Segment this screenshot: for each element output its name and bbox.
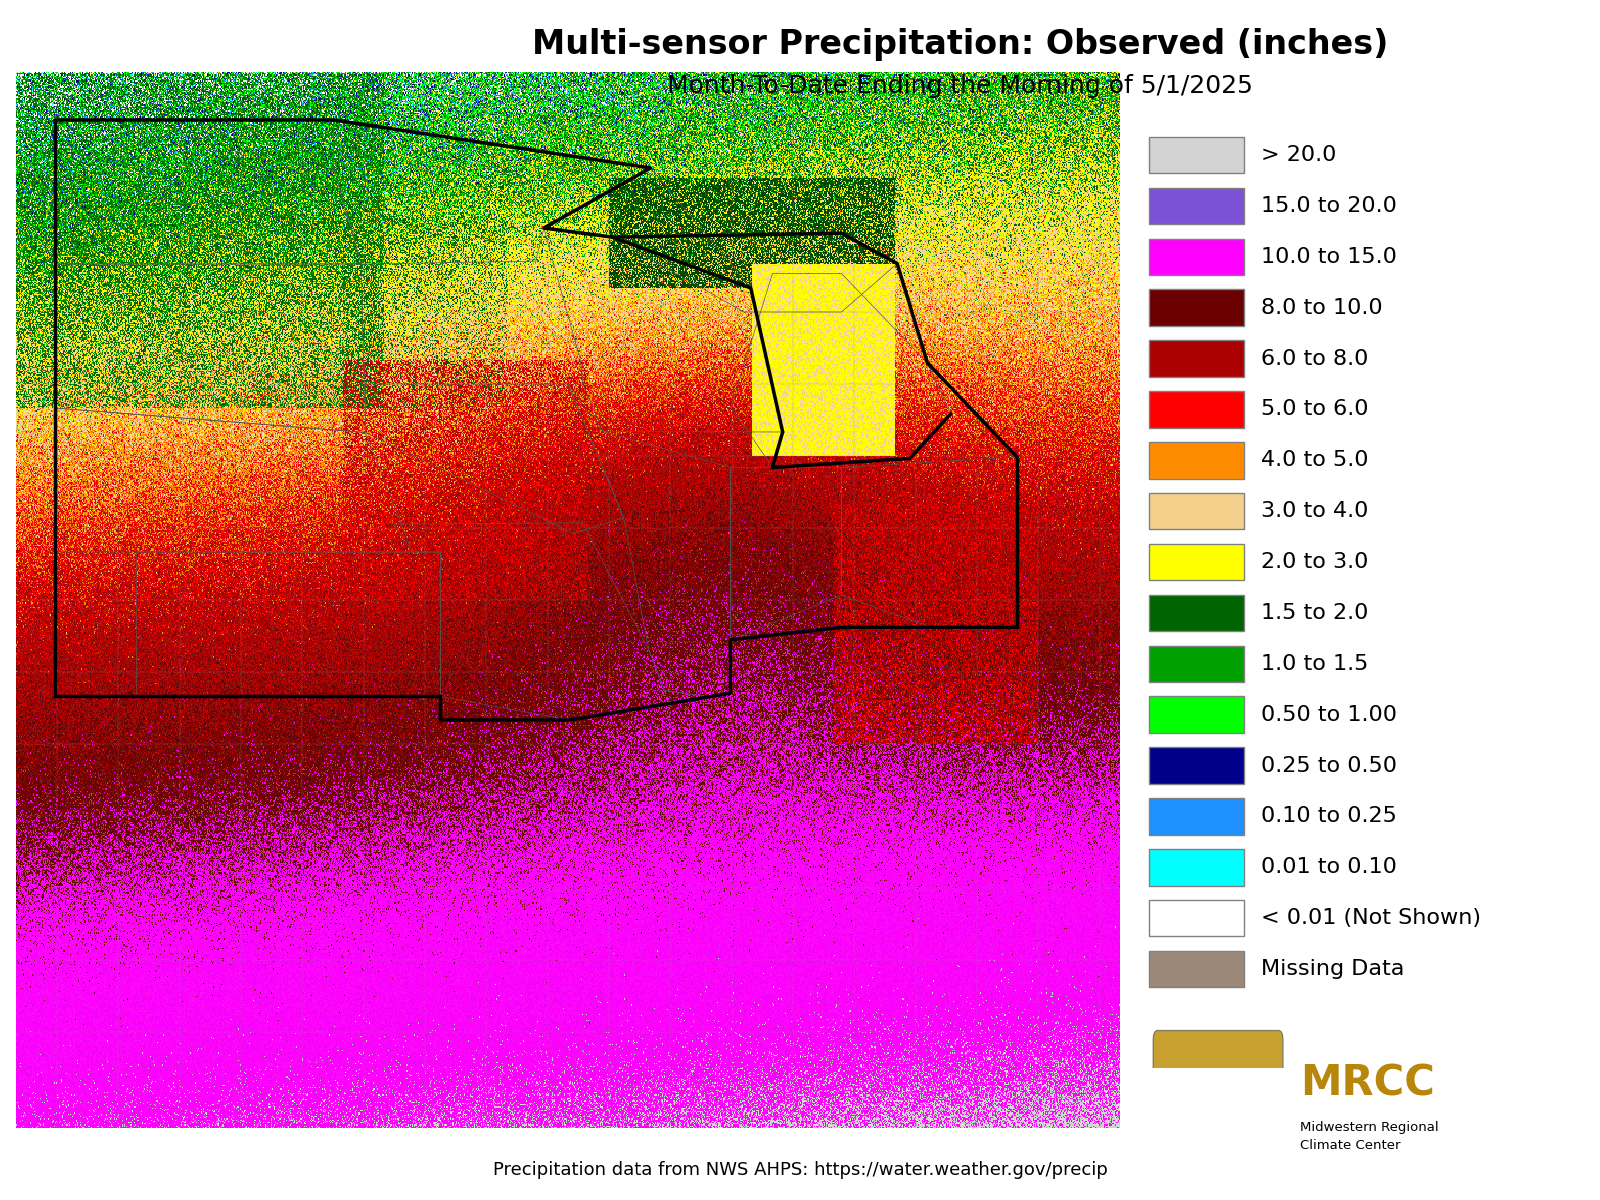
Bar — [1149, 748, 1245, 784]
Text: Precipitation data from NWS AHPS: https://water.weather.gov/precip: Precipitation data from NWS AHPS: https:… — [493, 1162, 1107, 1178]
Bar — [1149, 544, 1245, 581]
Text: Midwestern Regional
Climate Center: Midwestern Regional Climate Center — [1301, 1121, 1438, 1152]
Text: Month-To-Date Ending the Morning of 5/1/2025: Month-To-Date Ending the Morning of 5/1/… — [667, 74, 1253, 98]
Text: 10.0 to 15.0: 10.0 to 15.0 — [1261, 247, 1397, 266]
FancyBboxPatch shape — [1154, 1031, 1283, 1175]
Bar — [1149, 187, 1245, 224]
Text: 4.0 to 5.0: 4.0 to 5.0 — [1261, 450, 1368, 470]
Text: 6.0 to 8.0: 6.0 to 8.0 — [1261, 348, 1368, 368]
Bar — [1149, 798, 1245, 835]
Text: 8.0 to 10.0: 8.0 to 10.0 — [1261, 298, 1382, 318]
Text: MRCC: MRCC — [1301, 1062, 1435, 1104]
Bar — [1149, 900, 1245, 936]
Text: 2.0 to 3.0: 2.0 to 3.0 — [1261, 552, 1368, 572]
Text: 0.25 to 0.50: 0.25 to 0.50 — [1261, 756, 1397, 775]
Text: Missing Data: Missing Data — [1261, 959, 1405, 979]
Bar — [1149, 696, 1245, 733]
Text: 0.01 to 0.10: 0.01 to 0.10 — [1261, 857, 1397, 877]
Text: 1.0 to 1.5: 1.0 to 1.5 — [1261, 654, 1368, 674]
Bar — [1149, 850, 1245, 886]
Text: 15.0 to 20.0: 15.0 to 20.0 — [1261, 196, 1397, 216]
Text: 3.0 to 4.0: 3.0 to 4.0 — [1261, 502, 1368, 521]
Bar — [1149, 341, 1245, 377]
Bar — [1149, 239, 1245, 275]
Text: 1.5 to 2.0: 1.5 to 2.0 — [1261, 602, 1368, 623]
Bar — [1149, 137, 1245, 173]
Text: Multi-sensor Precipitation: Observed (inches): Multi-sensor Precipitation: Observed (in… — [531, 28, 1389, 61]
Bar — [1149, 442, 1245, 479]
Text: 0.10 to 0.25: 0.10 to 0.25 — [1261, 806, 1397, 827]
Bar — [1149, 595, 1245, 631]
Bar — [1149, 646, 1245, 682]
Text: 5.0 to 6.0: 5.0 to 6.0 — [1261, 400, 1368, 420]
Bar — [1149, 493, 1245, 529]
Text: > 20.0: > 20.0 — [1261, 145, 1336, 166]
Bar — [1149, 950, 1245, 988]
Bar — [1149, 391, 1245, 427]
Text: < 0.01 (Not Shown): < 0.01 (Not Shown) — [1261, 908, 1482, 929]
Text: 0.50 to 1.00: 0.50 to 1.00 — [1261, 704, 1397, 725]
Bar — [1149, 289, 1245, 326]
